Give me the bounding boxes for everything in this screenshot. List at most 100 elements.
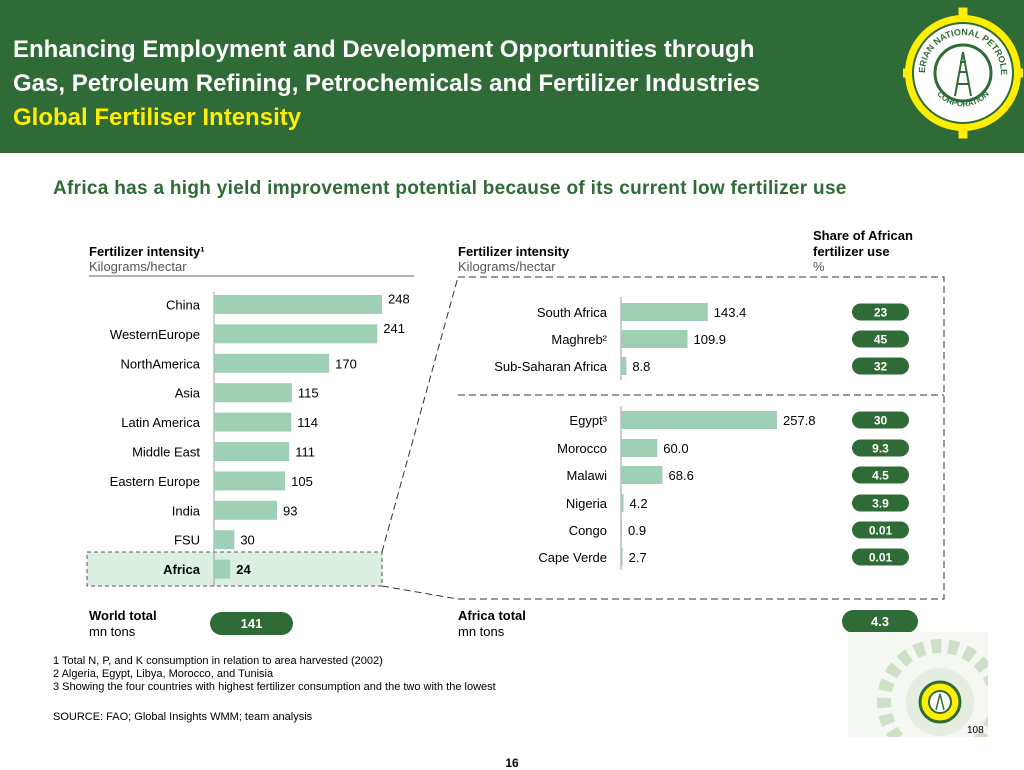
share-value-morocco: 9.3 <box>872 442 889 456</box>
share-pill-morocco <box>852 439 909 457</box>
world-total-unit: mn tons <box>89 624 136 639</box>
right-bar-chart: South Africa 143.4 23 Maghreb² 109.9 45 Sub-Sa… <box>494 303 909 566</box>
right-value-egypt: 257.8 <box>783 413 816 428</box>
totals-pills: 141 4.3 <box>210 610 918 635</box>
left-value-india: 93 <box>283 503 297 518</box>
left-label-africa: Africa <box>163 562 201 577</box>
share-pill-cape-verde <box>852 548 909 566</box>
share-pill-congo <box>852 521 909 539</box>
right-label-morocco: Morocco <box>557 441 607 456</box>
share-value-cape-verde: 0.01 <box>869 551 893 565</box>
corner-number: 108 <box>967 725 984 736</box>
left-value-china: 248 <box>388 292 410 307</box>
share-title-line-1: Share of African <box>813 228 913 243</box>
world-total-label: World total <box>89 608 157 623</box>
left-label-asia: Asia <box>175 386 201 401</box>
left-label-eastern-europe: Eastern Europe <box>110 474 200 489</box>
left-bar-asia <box>214 383 292 403</box>
share-pill-sub-saharan-africa <box>852 357 909 375</box>
left-label-china: China <box>166 298 201 313</box>
zoom-line-top <box>381 276 459 553</box>
africa-total-value: 4.3 <box>871 614 889 629</box>
left-bar-india <box>214 500 277 520</box>
share-value-malawi: 4.5 <box>872 469 889 483</box>
left-bar-africa <box>214 559 231 579</box>
right-bar-egypt <box>621 411 777 429</box>
left-bar-chart: China 248 WesternEurope 241 NorthAmerica 170 A… <box>110 292 410 579</box>
left-bar-westerneurope <box>214 324 378 344</box>
left-bar-eastern-europe <box>214 471 286 491</box>
left-label-fsu: FSU <box>174 533 200 548</box>
right-label-nigeria: Nigeria <box>566 496 608 511</box>
slide-subtitle: Global Fertiliser Intensity <box>13 104 302 131</box>
page-number: 16 <box>505 756 519 770</box>
footnote-1: 1 Total N, P, and K consumption in relat… <box>53 655 383 667</box>
right-bar-maghreb <box>621 330 688 348</box>
right-bar-morocco <box>621 439 658 457</box>
right-bar-south-africa <box>621 303 708 321</box>
left-label-middle-east: Middle East <box>132 445 200 460</box>
footnote-3: 3 Showing the four countries with highes… <box>53 681 496 693</box>
right-label-egypt: Egypt³ <box>569 413 607 428</box>
footnote-2: 2 Algeria, Egypt, Libya, Morocco, and Tu… <box>53 668 274 680</box>
nnpc-logo: NIGERIAN NATIONAL PETROLEUM CORPORATION <box>903 4 1023 139</box>
right-label-south-africa: South Africa <box>537 305 608 320</box>
africa-total-pill <box>842 610 918 633</box>
left-bar-latin-america <box>214 412 292 432</box>
share-unit: % <box>813 259 825 274</box>
header-banner: Enhancing Employment and Development Opp… <box>0 0 1024 153</box>
right-chart-unit: Kilograms/hectar <box>458 259 556 274</box>
share-value-south-africa: 23 <box>874 306 888 320</box>
africa-highlight-box <box>86 551 383 587</box>
left-value-fsu: 30 <box>240 533 254 548</box>
left-bar-middle-east <box>214 442 290 461</box>
share-pill-malawi <box>852 466 909 484</box>
left-label-india: India <box>172 503 201 518</box>
africa-total-unit: mn tons <box>458 624 505 639</box>
right-value-sub-saharan-africa: 8.8 <box>632 359 650 374</box>
right-label-malawi: Malawi <box>567 468 608 483</box>
share-pill-egypt <box>852 411 909 429</box>
right-label-sub-saharan-africa: Sub-Saharan Africa <box>494 359 608 374</box>
right-bar-sub-saharan-africa <box>621 357 627 375</box>
right-label-maghreb: Maghreb² <box>551 332 607 347</box>
left-value-asia: 115 <box>298 386 319 401</box>
source-note: SOURCE: FAO; Global Insights WMM; team a… <box>53 711 313 723</box>
left-chart-title: Fertilizer intensity¹ <box>89 244 205 259</box>
right-value-maghreb: 109.9 <box>694 332 727 347</box>
title-line-2: Gas, Petroleum Refining, Petrochemicals … <box>13 70 760 97</box>
gear-emblem-icon <box>848 632 988 737</box>
right-bar-cape-verde <box>621 548 623 566</box>
share-value-egypt: 30 <box>874 414 888 428</box>
right-value-cape-verde: 2.7 <box>629 550 647 565</box>
share-title-line-2: fertilizer use <box>813 244 890 259</box>
right-bar-nigeria <box>621 494 624 512</box>
left-value-eastern-europe: 105 <box>291 474 313 489</box>
lead-statement: Africa has a high yield improvement pote… <box>53 178 847 199</box>
right-label-congo: Congo <box>569 523 607 538</box>
right-bar-malawi <box>621 466 663 484</box>
title-line-1: Enhancing Employment and Development Opp… <box>13 36 755 63</box>
left-bar-fsu <box>214 530 235 550</box>
world-total-value: 141 <box>241 616 263 631</box>
share-pill-maghreb <box>852 330 909 348</box>
left-chart-unit: Kilograms/hectar <box>89 259 187 274</box>
right-value-congo: 0.9 <box>628 523 646 538</box>
share-pill-south-africa <box>852 303 909 321</box>
share-value-nigeria: 3.9 <box>872 497 889 511</box>
chart-decor <box>86 275 945 600</box>
left-label-northamerica: NorthAmerica <box>121 356 201 371</box>
share-value-sub-saharan-africa: 32 <box>874 360 888 374</box>
right-bar-congo <box>621 521 622 539</box>
right-chart-title: Fertilizer intensity <box>458 244 570 259</box>
zoom-line-bottom <box>381 585 459 600</box>
share-pill-nigeria <box>852 494 909 512</box>
right-value-malawi: 68.6 <box>669 468 694 483</box>
left-value-latin-america: 114 <box>297 415 318 430</box>
left-bar-china <box>214 295 382 314</box>
zoom-box <box>458 276 945 600</box>
left-bar-northamerica <box>214 353 330 373</box>
left-value-africa: 24 <box>236 562 251 577</box>
africa-total-label: Africa total <box>458 608 526 623</box>
right-value-morocco: 60.0 <box>663 441 688 456</box>
